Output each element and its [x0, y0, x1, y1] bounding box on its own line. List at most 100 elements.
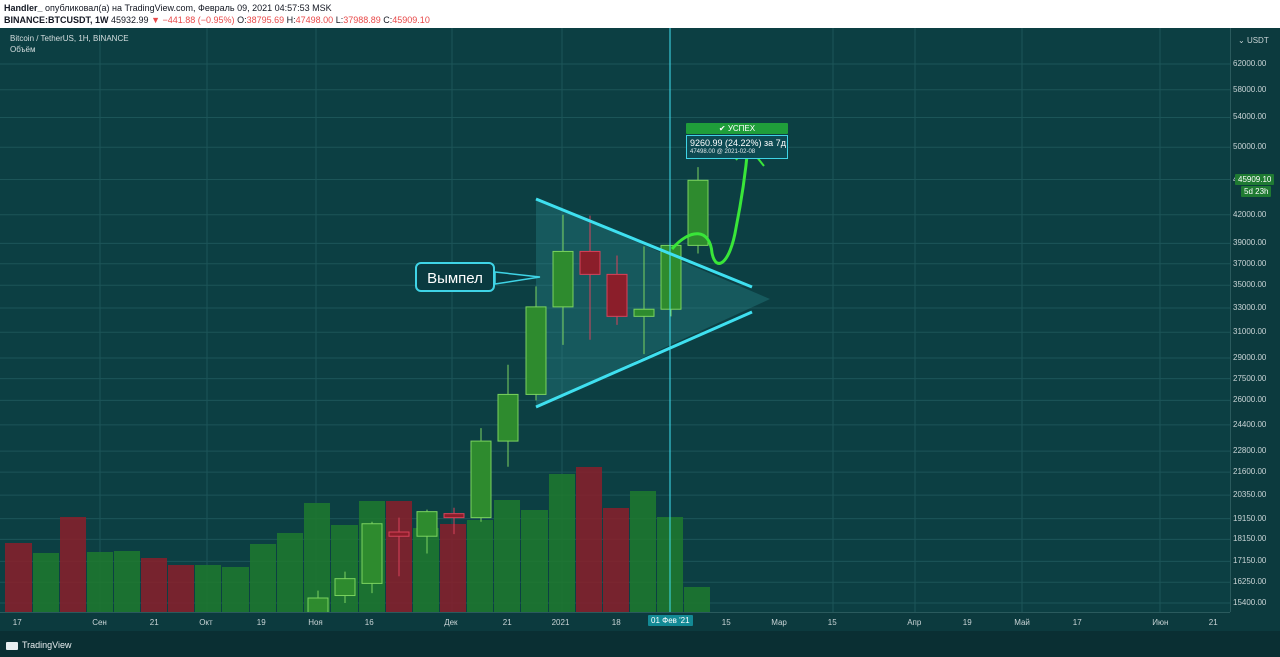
time-tick-label: Мар	[771, 618, 787, 627]
result-status-badge[interactable]: ✔ УСПЕХ	[686, 123, 788, 134]
volume-bar	[467, 520, 493, 612]
volume-bar	[195, 565, 221, 612]
time-tick-label: 18	[611, 618, 621, 627]
volume-bar	[222, 567, 249, 612]
candle-body	[606, 273, 628, 317]
pennant-lower-trendline	[535, 310, 753, 409]
high-label: H:	[286, 15, 296, 25]
author-name[interactable]: Handler_	[4, 3, 43, 13]
publication-info: опубликовал(а) на TradingView.com, Февра…	[45, 3, 332, 13]
volume-bar	[114, 551, 140, 612]
last-price-badge: 45909.10	[1235, 174, 1275, 186]
brand-name: TradingView	[22, 640, 72, 650]
symbol-name: BINANCE:BTCUSDT, 1W	[4, 15, 109, 25]
price-tick-label: 17150.00	[1233, 556, 1267, 566]
high-value: 47498.00	[295, 15, 334, 25]
price-tick-label: 42000.00	[1233, 209, 1267, 219]
candle-body	[660, 244, 682, 310]
volume-bar	[168, 565, 194, 612]
candle-body	[361, 523, 383, 584]
volume-bar	[277, 533, 303, 612]
candle-body	[633, 308, 655, 317]
price-tick-label: 24400.00	[1233, 419, 1267, 429]
volume-bar	[60, 517, 86, 612]
time-tick-label: 21	[149, 618, 159, 627]
pennant-upper-trendline	[535, 197, 753, 289]
candle-body	[307, 597, 329, 612]
candle-body	[552, 250, 574, 308]
volume-bar	[141, 558, 167, 612]
price-tick-label: 39000.00	[1233, 238, 1267, 248]
tradingview-logo-icon	[6, 641, 18, 650]
close-value: 45909.10	[392, 15, 430, 25]
volume-bar	[440, 524, 466, 612]
price-change: ▼ −441.88 (−0.95%)	[151, 15, 235, 25]
price-tick-label: 19150.00	[1233, 513, 1267, 523]
result-line1: 9260.99 (24.22%) за 7д	[690, 138, 786, 148]
result-box[interactable]: 9260.99 (24.22%) за 7д 47498.00 @ 2021-0…	[686, 135, 788, 159]
candle-body	[497, 393, 519, 442]
close-label: C:	[383, 15, 393, 25]
price-tick-label: 15400.00	[1233, 598, 1267, 607]
low-label: L:	[335, 15, 344, 25]
current-date-badge: 01 Фев '21	[648, 615, 693, 626]
chart-plot-area[interactable]	[0, 28, 1230, 612]
time-tick-label: Окт	[199, 618, 213, 627]
publication-line: Handler_ опубликовал(а) на TradingView.c…	[4, 3, 332, 13]
price-tick-label: 27500.00	[1233, 373, 1267, 383]
chart-legend-title[interactable]: Bitcoin / TetherUS, 1H, BINANCE	[10, 34, 129, 43]
volume-bar	[494, 500, 520, 612]
price-tick-label: 26000.00	[1233, 395, 1267, 405]
footer: TradingView	[0, 631, 1280, 657]
volume-bar	[603, 508, 629, 612]
volume-bar	[87, 552, 113, 612]
price-tick-label: 22800.00	[1233, 446, 1267, 456]
result-line2: 47498.00 @ 2021-02-08	[690, 149, 756, 155]
currency-selector[interactable]: ⌄ USDT	[1238, 36, 1269, 45]
volume-legend[interactable]: Объём	[10, 45, 36, 54]
price-tick-label: 50000.00	[1233, 142, 1267, 152]
time-tick-label: 2021	[551, 618, 570, 627]
time-axis[interactable]: 17 Сен 21 Окт 19 Ноя 16 Дек 21 2021 18 15 Мар 15 Апр 19…	[0, 612, 1230, 632]
tradingview-logo[interactable]: TradingView	[6, 640, 72, 650]
open-label: O:	[237, 15, 247, 25]
volume-bar	[630, 491, 656, 612]
publication-header: Handler_ опубликовал(а) на TradingView.c…	[0, 0, 1280, 28]
callout-pointer	[494, 271, 541, 285]
low-value: 37988.89	[343, 15, 381, 25]
last-price: 45932.99	[111, 15, 149, 25]
price-tick-label: 20350.00	[1233, 490, 1267, 500]
time-tick-label: Сен	[92, 618, 107, 627]
time-tick-label: 17	[12, 618, 22, 627]
time-tick-label: 16	[364, 618, 374, 627]
time-tick-label: Дек	[444, 618, 458, 627]
price-tick-label: 16250.00	[1233, 577, 1267, 587]
time-tick-label: Ноя	[308, 618, 323, 627]
time-tick-label: Май	[1014, 618, 1030, 627]
candle-body	[334, 578, 356, 597]
price-tick-label: 37000.00	[1233, 258, 1267, 268]
currency-label: USDT	[1246, 36, 1269, 45]
time-tick-label: 15	[827, 618, 837, 627]
price-tick-label: 29000.00	[1233, 353, 1267, 363]
candle-body	[525, 306, 547, 395]
candle-body	[687, 179, 709, 246]
bar-countdown-badge: 5d 23h	[1241, 186, 1272, 198]
candle-body	[388, 531, 410, 537]
forecast-arrow	[670, 145, 750, 265]
volume-bar	[576, 467, 602, 612]
price-tick-label: 58000.00	[1233, 84, 1267, 94]
price-tick-label: 31000.00	[1233, 327, 1267, 337]
time-tick-label: 21	[502, 618, 512, 627]
pennant-callout[interactable]: Вымпел	[415, 262, 495, 292]
price-axis[interactable]: 62000.0058000.0054000.0050000.0046000.00…	[1230, 28, 1280, 612]
time-tick-label: 17	[1072, 618, 1082, 627]
time-tick-label: Июн	[1152, 618, 1169, 627]
symbol-info-line: BINANCE:BTCUSDT, 1W 45932.99 ▼ −441.88 (…	[4, 15, 430, 25]
open-value: 38795.69	[246, 15, 285, 25]
volume-bar	[413, 528, 439, 612]
volume-bar	[304, 503, 330, 612]
price-tick-label: 35000.00	[1233, 280, 1267, 290]
price-tick-label: 18150.00	[1233, 534, 1267, 544]
candle-body	[416, 511, 438, 537]
